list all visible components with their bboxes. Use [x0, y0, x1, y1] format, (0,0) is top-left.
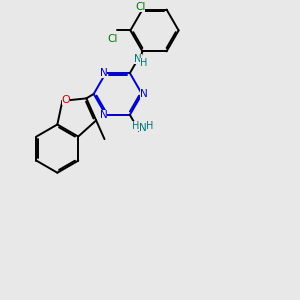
Text: H: H	[132, 121, 140, 131]
Text: Cl: Cl	[135, 2, 146, 12]
Text: H: H	[140, 58, 147, 68]
Text: H: H	[146, 121, 153, 131]
Text: N: N	[100, 110, 107, 120]
Text: O: O	[61, 95, 70, 105]
Text: N: N	[134, 54, 142, 64]
Text: N: N	[140, 89, 148, 99]
Text: N: N	[100, 68, 107, 78]
Text: N: N	[139, 124, 147, 134]
Text: Cl: Cl	[107, 34, 118, 44]
